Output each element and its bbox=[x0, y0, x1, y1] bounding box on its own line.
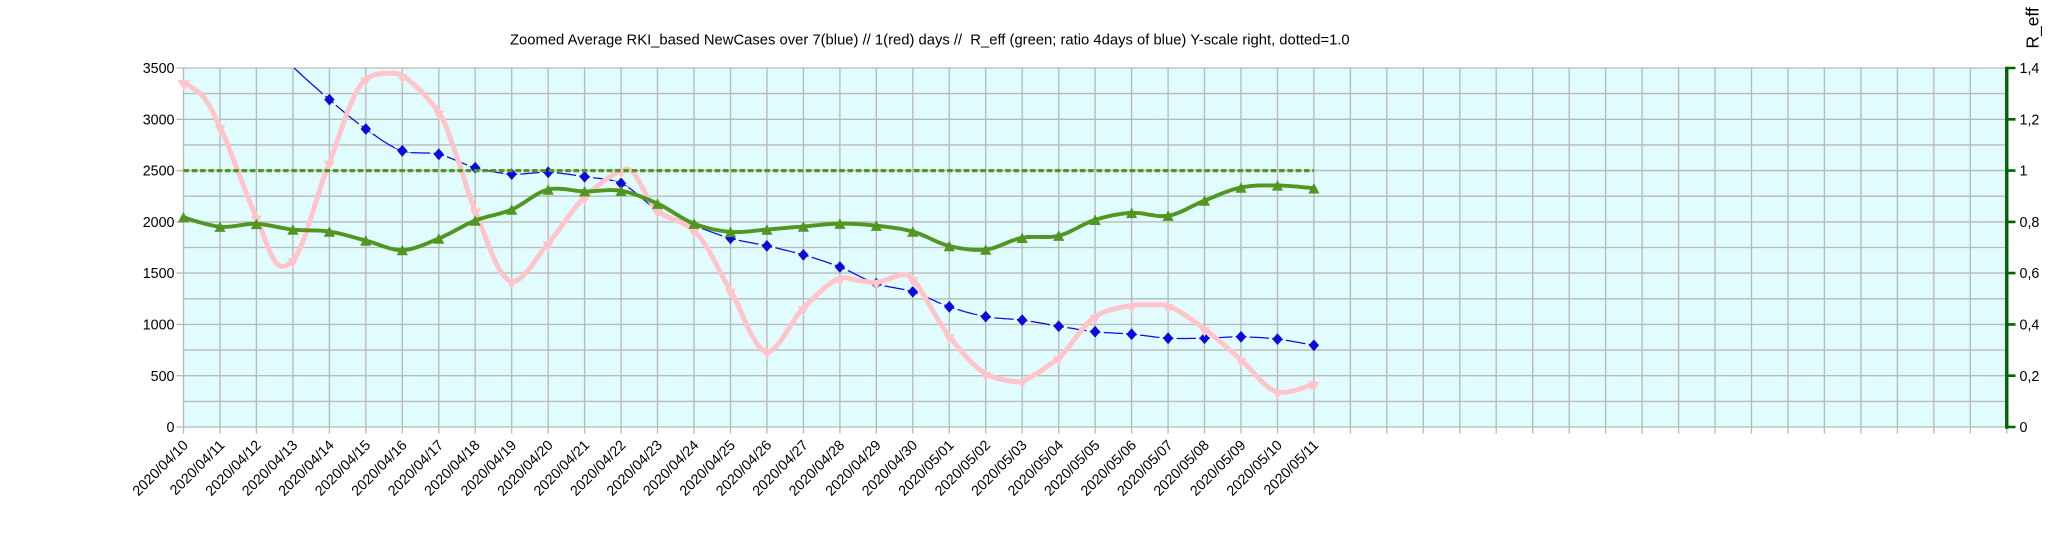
svg-text:0,6: 0,6 bbox=[2020, 266, 2040, 282]
svg-text:0,8: 0,8 bbox=[2020, 215, 2040, 231]
svg-text:1500: 1500 bbox=[143, 266, 175, 282]
svg-text:2500: 2500 bbox=[143, 164, 175, 180]
svg-text:2000: 2000 bbox=[143, 215, 175, 231]
svg-text:1,4: 1,4 bbox=[2020, 61, 2040, 77]
svg-text:500: 500 bbox=[151, 369, 175, 385]
svg-text:0,4: 0,4 bbox=[2020, 318, 2040, 334]
svg-text:3000: 3000 bbox=[143, 112, 175, 128]
svg-text:0: 0 bbox=[2020, 420, 2028, 436]
svg-text:1000: 1000 bbox=[143, 318, 175, 334]
svg-text:0: 0 bbox=[167, 420, 175, 436]
svg-text:Zoomed Average RKI_based NewCa: Zoomed Average RKI_based NewCases over 7… bbox=[510, 32, 1350, 48]
svg-text:R_eff: R_eff bbox=[2023, 7, 2043, 48]
svg-text:1: 1 bbox=[2020, 164, 2028, 180]
svg-text:1,2: 1,2 bbox=[2020, 112, 2040, 128]
svg-text:3500: 3500 bbox=[143, 61, 175, 77]
svg-text:0,2: 0,2 bbox=[2020, 369, 2040, 385]
